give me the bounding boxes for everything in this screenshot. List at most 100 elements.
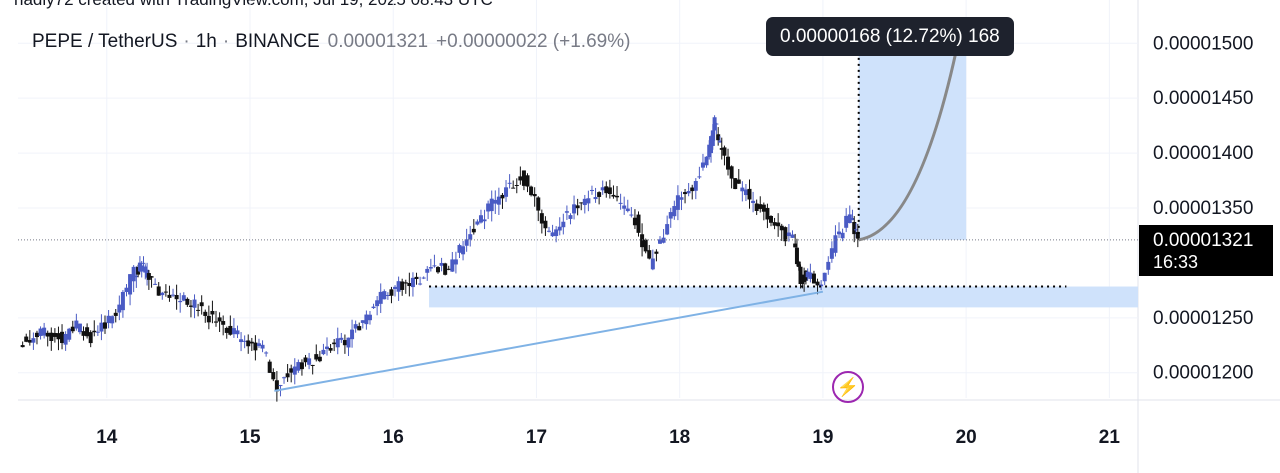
candle-down — [52, 333, 57, 337]
candle-up — [264, 352, 269, 354]
flash-icon[interactable]: ⚡ — [832, 371, 864, 403]
candle-up — [134, 275, 139, 278]
candle-up — [572, 204, 577, 214]
candle-down — [20, 345, 25, 348]
candle-down — [779, 225, 784, 231]
candle-down — [314, 354, 319, 360]
candle-up — [468, 234, 473, 240]
candle-down — [221, 321, 226, 325]
candle-down — [500, 194, 505, 199]
candle-down — [733, 178, 738, 190]
candle-up — [679, 197, 684, 200]
candle-down — [196, 309, 201, 311]
candle-up — [382, 291, 387, 300]
candle-down — [49, 332, 54, 341]
candle-up — [143, 266, 148, 273]
candle-down — [729, 166, 734, 179]
candle-down — [217, 317, 222, 322]
candle-up — [478, 215, 483, 223]
candle-down — [690, 187, 695, 192]
bar-countdown: 16:33 — [1153, 252, 1199, 272]
candle-up — [410, 277, 415, 288]
symbol-name[interactable]: PEPE / TetherUS — [32, 31, 178, 52]
candle-up — [805, 271, 810, 278]
candle-up — [668, 212, 673, 219]
candle-down — [529, 186, 534, 196]
x-tick-label: 21 — [1099, 427, 1121, 448]
exchange-label: BINANCE — [235, 31, 320, 52]
candle-down — [407, 283, 412, 287]
candle-up — [489, 198, 494, 212]
candle-up — [504, 187, 509, 197]
candle-down — [511, 187, 516, 189]
candle-up — [178, 300, 183, 303]
candle-up — [740, 187, 745, 192]
candle-up — [139, 265, 144, 272]
candle-up — [837, 231, 842, 235]
candle-up — [124, 287, 129, 293]
candle-up — [710, 130, 715, 146]
candle-down — [60, 331, 65, 344]
candle-down — [403, 282, 408, 284]
candle-up — [106, 315, 111, 324]
candle-up — [450, 259, 455, 272]
projection-curve — [858, 37, 961, 242]
candle-up — [42, 327, 47, 336]
interval-label[interactable]: 1h — [195, 31, 217, 52]
candle-up — [672, 206, 677, 217]
header-change: +0.00000022 (+1.69%) — [436, 31, 631, 52]
separator-dot: · — [222, 31, 230, 52]
candle-down — [156, 286, 161, 296]
candle-down — [772, 222, 777, 226]
candle-down — [174, 294, 179, 300]
candle-up — [110, 316, 115, 324]
candle-down — [716, 134, 721, 141]
candle-up — [554, 229, 559, 237]
candle-down — [798, 266, 803, 285]
candle-down — [604, 186, 609, 194]
candle-down — [532, 194, 537, 197]
candle-up — [550, 232, 555, 237]
candle-up — [160, 292, 165, 296]
candle-up — [693, 181, 698, 191]
candle-up — [475, 221, 480, 225]
candle-down — [643, 239, 648, 252]
candle-down — [303, 357, 308, 363]
candle-down — [271, 372, 276, 380]
candle-up — [786, 232, 791, 237]
candle-up — [464, 239, 469, 246]
symbol-header: PEPE / TetherUS · 1h · BINANCE 0.00001321 +0.0… — [32, 31, 630, 53]
separator-dot: · — [183, 31, 190, 52]
candle-down — [206, 315, 211, 323]
candle-up — [557, 226, 562, 231]
candle-down — [203, 311, 208, 316]
candle-down — [332, 342, 337, 345]
candle-up — [235, 330, 240, 335]
candle-up — [242, 340, 247, 342]
candle-up — [743, 189, 748, 196]
candle-up — [625, 208, 630, 212]
candle-up — [496, 196, 501, 205]
candle-up — [339, 337, 344, 340]
watermark-text: nadly72 created with TradingView.com, Ju… — [14, 0, 493, 10]
candle-down — [443, 263, 448, 275]
candle-down — [607, 187, 612, 195]
candle-up — [618, 202, 623, 204]
candle-down — [647, 250, 652, 259]
candle-up — [63, 333, 68, 345]
candle-down — [56, 333, 61, 340]
candle-down — [436, 267, 440, 273]
candle-up — [128, 274, 133, 295]
candle-down — [768, 215, 773, 223]
candle-down — [514, 185, 519, 187]
candle-down — [575, 205, 580, 209]
candle-up — [38, 328, 43, 336]
candle-down — [389, 289, 394, 296]
candle-up — [589, 189, 594, 192]
candle-down — [747, 188, 752, 200]
candle-down — [328, 348, 333, 351]
x-tick-label: 15 — [239, 427, 261, 448]
candle-down — [811, 273, 816, 284]
candle-up — [350, 329, 355, 340]
